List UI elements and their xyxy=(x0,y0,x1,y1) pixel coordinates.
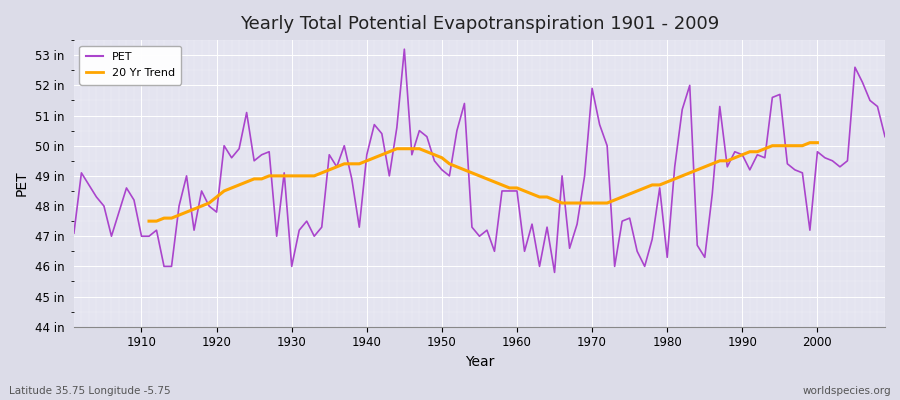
Y-axis label: PET: PET xyxy=(15,171,29,196)
Text: worldspecies.org: worldspecies.org xyxy=(803,386,891,396)
Legend: PET, 20 Yr Trend: PET, 20 Yr Trend xyxy=(79,46,182,84)
X-axis label: Year: Year xyxy=(464,355,494,369)
Text: Latitude 35.75 Longitude -5.75: Latitude 35.75 Longitude -5.75 xyxy=(9,386,171,396)
Title: Yearly Total Potential Evapotranspiration 1901 - 2009: Yearly Total Potential Evapotranspiratio… xyxy=(239,15,719,33)
